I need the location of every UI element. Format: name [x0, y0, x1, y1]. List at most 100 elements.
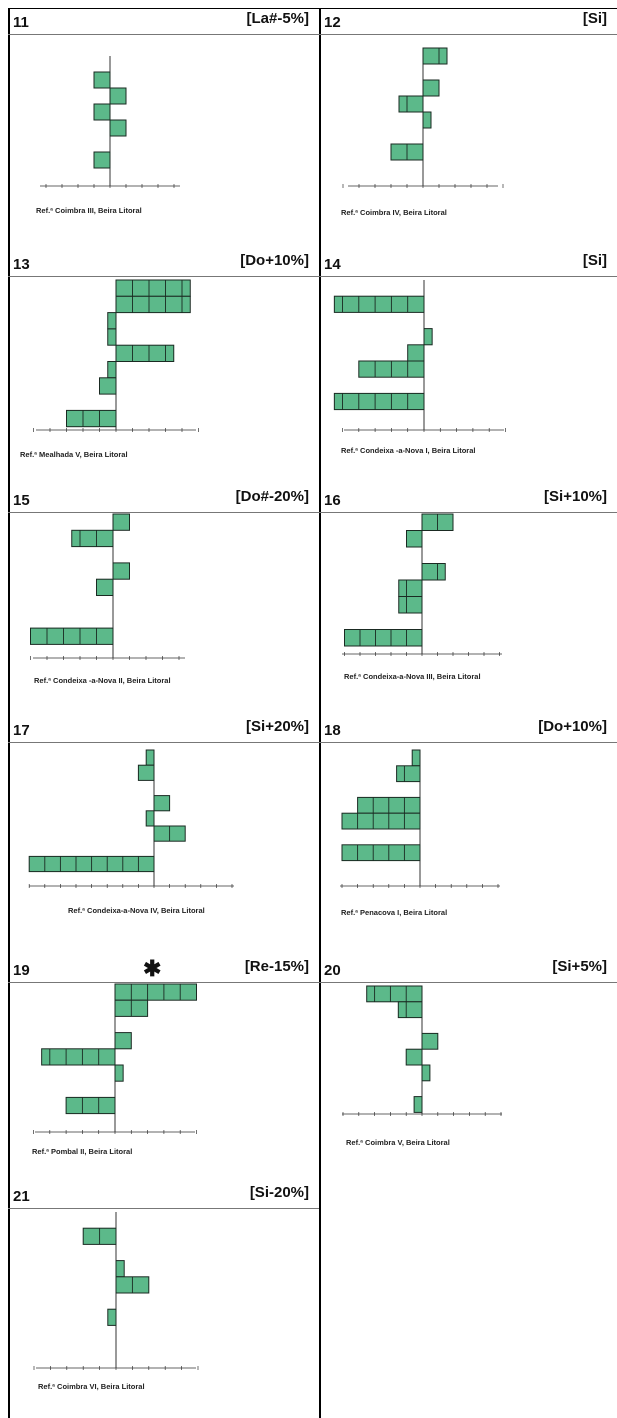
panel-header: 13 [Do+10%] [8, 250, 319, 277]
panel-19: 19 [Re-15%] ✱ Ref.ª Pombal II, Beira Litora… [8, 956, 319, 1182]
panel-number: 18 [324, 722, 341, 739]
profile-bar [421, 1032, 439, 1050]
panel-16: 16 [Si+10%] Ref.ª Condeixa-a-Nova III, Bei… [319, 486, 617, 716]
panel-14: 14 [Si] Ref.ª Condeixa -a-Nova I, Beira Li… [319, 250, 617, 486]
profile-plot [28, 749, 234, 888]
profile-bar [93, 151, 111, 169]
panel-header: 11 [La#-5%] [8, 8, 319, 35]
profile-bar [396, 765, 421, 783]
panel-caption: Ref.ª Condeixa -a-Nova I, Beira Litoral [341, 446, 476, 455]
profile-bar [145, 749, 155, 766]
panel-20: 20 [Si+5%] Ref.ª Coimbra V, Beira Litoral [319, 956, 617, 1182]
profile-bar [358, 360, 425, 378]
panel-17: 17 [Si+20%] Ref.ª Condeixa-a-Nova IV, Beir… [8, 716, 319, 956]
profile-plot [342, 985, 502, 1116]
profile-bar [112, 562, 130, 580]
panel-header: 19 [Re-15%] ✱ [8, 956, 319, 983]
grid-divider [319, 8, 321, 1418]
panel-caption: Ref.ª Coimbra VI, Beira Litoral [38, 1382, 145, 1391]
profile-bar [421, 563, 446, 581]
profile-bar [407, 344, 425, 362]
panel-21: 21 [Si-20%] Ref.ª Coimbra VI, Beira Litora… [8, 1182, 319, 1418]
profile-bar [344, 629, 423, 647]
grid-border-top [8, 8, 617, 9]
panel-18: 18 [Do+10%] Ref.ª Penacova I, Beira Litora… [319, 716, 617, 956]
profile-bar [153, 795, 171, 812]
profile-bar [109, 87, 127, 105]
panel-header: 14 [Si] [319, 250, 617, 277]
panel-number: 20 [324, 962, 341, 979]
panel-number: 16 [324, 492, 341, 509]
panel-tag: [Si-20%] [249, 1184, 309, 1201]
profile-plot [33, 983, 197, 1134]
profile-bar [398, 579, 423, 597]
profile-bar [107, 1308, 117, 1326]
profile-plot [333, 280, 506, 432]
profile-bar [114, 1032, 132, 1050]
profile-bar [109, 119, 127, 137]
profile-bar [398, 95, 424, 113]
panel-header: 16 [Si+10%] [319, 486, 617, 513]
panel-header: 18 [Do+10%] [319, 716, 617, 743]
profile-bar [366, 985, 423, 1003]
panel-caption: Ref.ª Condeixa -a-Nova II, Beira Litoral [34, 676, 171, 685]
panel-tag: [Si] [582, 252, 607, 269]
panel-caption: Ref.ª Condeixa-a-Nova IV, Beira Litoral [68, 906, 205, 915]
panel-header: 12 [Si] [319, 8, 617, 35]
profile-bar [93, 71, 111, 89]
panel-header: 15 [Do#-20%] [8, 486, 319, 513]
panel-tag: [Si+20%] [246, 718, 309, 735]
profile-plot [33, 279, 199, 432]
panel-number: 17 [13, 722, 30, 739]
profile-bar [66, 409, 117, 428]
profile-bar [341, 812, 421, 830]
profile-bar [421, 513, 454, 531]
profile-bar [71, 529, 114, 548]
panel-number: 19 [13, 962, 30, 979]
profile-bar [333, 295, 425, 313]
panel-tag: [Do+10%] [538, 718, 607, 735]
profile-bar [421, 1064, 431, 1082]
profile-bar [107, 312, 117, 330]
profile-plot [40, 56, 180, 188]
profile-bar [115, 1260, 125, 1278]
panel-header: 21 [Si-20%] [8, 1182, 319, 1209]
panel-tag: [Si] [582, 10, 607, 27]
panel-header: 17 [Si+20%] [8, 716, 319, 743]
profile-bar [422, 79, 440, 97]
profile-bar [145, 810, 155, 827]
profile-bar [107, 361, 117, 379]
profile-bar [357, 796, 421, 814]
panel-caption: Ref.ª Pombal II, Beira Litoral [32, 1147, 133, 1156]
profile-plot [33, 1212, 199, 1370]
profile-bar [413, 1096, 423, 1113]
profile-bar [115, 295, 191, 314]
panel-caption: Ref.ª Condeixa-a-Nova III, Beira Litoral [344, 672, 481, 681]
profile-bar [333, 392, 425, 411]
profile-bar [41, 1048, 116, 1066]
panel-caption: Ref.ª Coimbra III, Beira Litoral [36, 206, 142, 215]
panel-number: 11 [13, 14, 29, 31]
panel-15: 15 [Do#-20%] Ref.ª Condeixa -a-Nova II, Be… [8, 486, 319, 716]
profile-bar [406, 530, 423, 548]
profile-bar [153, 825, 186, 842]
panel-caption: Ref.ª Coimbra IV, Beira Litoral [341, 208, 447, 217]
profile-bar [82, 1227, 117, 1245]
panel-12: 12 [Si] Ref.ª Coimbra IV, Beira Litoral [319, 8, 617, 250]
asterisk-icon: ✱ [143, 956, 162, 981]
panel-13: 13 [Do+10%] Ref.ª Mealhada V, Beira Litora… [8, 250, 319, 486]
profile-bar [30, 627, 114, 645]
profile-bar [112, 513, 130, 531]
profile-bar [398, 596, 423, 614]
profile-plot [340, 749, 500, 888]
profile-bar [115, 279, 191, 297]
panel-tag: [Si+10%] [544, 488, 607, 505]
panel-11: 11 [La#-5%] Ref.ª Coimbra III, Beira Litor… [8, 8, 319, 250]
profile-bar [397, 1001, 423, 1019]
profile-bar [405, 1048, 423, 1066]
panel-number: 15 [13, 492, 30, 509]
profile-bar [422, 47, 448, 65]
panel-tag: [Do#-20%] [235, 488, 309, 505]
profile-bar [137, 764, 155, 781]
